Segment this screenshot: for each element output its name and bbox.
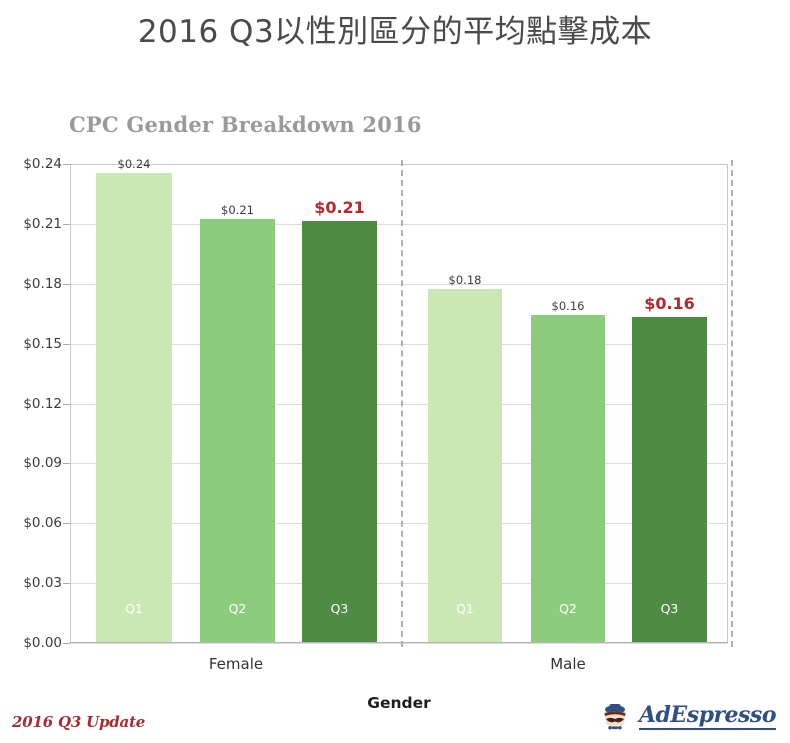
plot-frame-bottom (70, 642, 728, 643)
bar-value-label: $0.18 (448, 272, 482, 287)
plot-frame-top (70, 164, 728, 165)
bar-male-q1[interactable]: Q1 (428, 288, 502, 642)
gridline (70, 403, 728, 405)
gridline (70, 223, 728, 225)
group-separator-right (731, 160, 733, 647)
bar-male-q3[interactable]: Q3 (632, 316, 707, 642)
y-axis-tick-label: $0.06 (23, 515, 62, 532)
x-axis-group-label-female: Female (208, 655, 264, 673)
y-axis-tick-mark (63, 523, 70, 525)
y-axis-tick-mark (63, 583, 70, 585)
gridline (70, 643, 728, 644)
x-axis-title: Gender (367, 694, 431, 712)
brand-logo[interactable]: AdEspresso (598, 700, 777, 734)
adespresso-mustache-logo-icon (598, 700, 632, 734)
bar-category-label: Q2 (228, 601, 247, 616)
y-axis-tick-mark (63, 343, 70, 345)
bar-female-q2[interactable]: Q2 (200, 218, 275, 642)
bar-value-label: $0.21 (221, 202, 254, 217)
update-badge: 2016 Q3 Update (12, 713, 146, 731)
y-axis-tick-label: $0.24 (23, 156, 62, 172)
bar-value-label: $0.16 (644, 293, 695, 313)
x-axis-group-label-male: Male (550, 655, 586, 673)
bar-category-label: Q1 (125, 601, 143, 616)
gridline (70, 583, 728, 585)
y-axis-tick-mark (63, 463, 70, 465)
brand-name: AdEspresso (638, 703, 777, 731)
y-axis-tick-label: $0.00 (23, 635, 62, 651)
bar-category-label: Q3 (330, 601, 349, 616)
y-axis-tick-label: $0.09 (23, 455, 62, 472)
y-axis-tick-mark (63, 403, 70, 405)
bar-value-label: $0.16 (551, 298, 585, 313)
bar-female-q1[interactable]: Q1 (96, 172, 172, 642)
gridline (70, 463, 728, 465)
y-axis-tick-mark (63, 283, 70, 285)
bar-male-q2[interactable]: Q2 (531, 314, 605, 642)
y-axis-tick-label: $0.12 (23, 395, 62, 412)
bar-category-label: Q2 (559, 601, 577, 616)
y-axis-tick-label: $0.21 (23, 215, 62, 232)
bar-category-label: Q3 (660, 601, 679, 616)
y-axis-tick-label: $0.15 (23, 335, 62, 352)
bar-female-q3[interactable]: Q3 (302, 220, 377, 642)
gridline (70, 523, 728, 525)
y-axis-tick-label: $0.18 (23, 275, 62, 292)
y-axis-tick-mark (63, 643, 70, 644)
group-separator-middle (401, 160, 403, 647)
chart-title: CPC Gender Breakdown 2016 (69, 112, 422, 137)
y-axis-tick-mark (63, 164, 70, 165)
bar-category-label: Q1 (456, 601, 474, 616)
bar-value-label: $0.21 (314, 197, 365, 217)
y-axis-tick-label: $0.03 (23, 575, 62, 592)
gridline (70, 343, 728, 345)
gridline (70, 283, 728, 285)
page-title: 2016 Q3以性別區分的平均點擊成本 (137, 14, 653, 50)
plot-area: Q1 $0.24 Q2 $0.21 Q3 $0.21 Q1 $0.18 Q2 $0.16 Q3 $0.… (70, 157, 733, 647)
y-axis-tick-mark (63, 223, 70, 225)
bar-value-label: $0.24 (117, 156, 151, 171)
